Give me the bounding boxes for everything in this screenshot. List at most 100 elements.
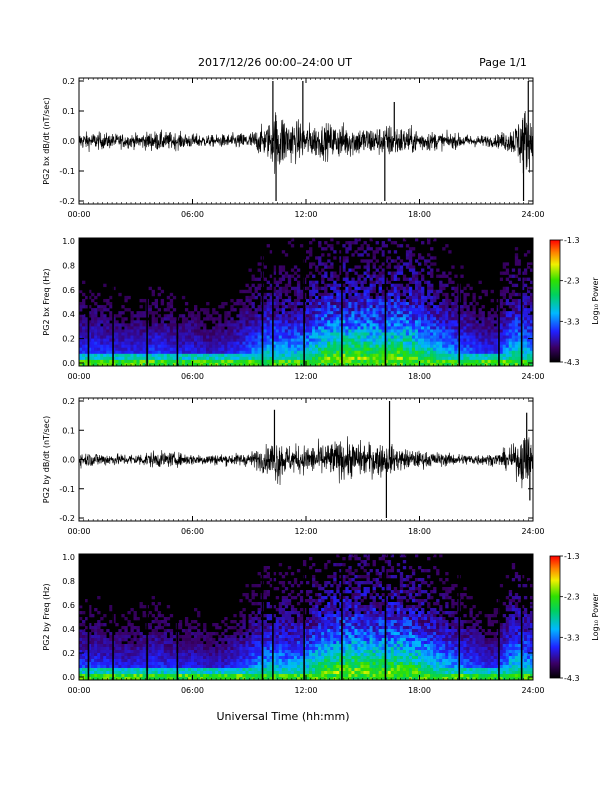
spectrogram-cell [502, 338, 507, 342]
spectrogram-cell [381, 347, 385, 352]
spectrogram-cell [263, 317, 267, 321]
spectrogram-cell [375, 274, 379, 278]
spectrogram-cell [203, 317, 207, 321]
spectrogram-cell [266, 341, 270, 345]
spectrogram-cell [79, 635, 83, 639]
spectrogram-cell [378, 283, 382, 288]
spectrogram-cell [284, 292, 289, 297]
spectrogram-cell [436, 353, 440, 358]
spectrogram-cell [239, 289, 243, 294]
spectrogram-cell [333, 289, 337, 294]
spectrogram-cell [215, 356, 219, 361]
spectrogram-cell [378, 359, 382, 364]
colorbar-tick-label: -2.3 [564, 277, 580, 286]
spectrogram-cell [390, 308, 395, 312]
spectrogram-cell [127, 620, 131, 624]
spectrogram-cell [172, 332, 177, 336]
spectrogram-cell [408, 308, 413, 312]
spectrogram-cell [97, 326, 101, 330]
spectrogram-cell [430, 286, 434, 291]
spectrogram-cell [408, 350, 413, 355]
spectrogram-cell [357, 280, 361, 285]
spectrogram-cell [390, 347, 395, 352]
spectrogram-cell [417, 344, 422, 349]
spectrogram-cell [381, 241, 385, 245]
spectrogram-cell [499, 289, 504, 294]
spectrogram-cell [339, 256, 343, 260]
spectrogram-cell [427, 289, 431, 294]
spectrogram-cell [172, 677, 177, 681]
spectrogram-cell [348, 289, 352, 294]
spectrogram-cell [100, 308, 104, 312]
spectrogram-cell [478, 362, 482, 367]
spectrogram-cell [402, 262, 407, 266]
spectrogram-cell [499, 317, 504, 321]
spectrogram-cell [417, 353, 422, 358]
spectrogram-cell [387, 308, 392, 312]
spectrogram-cell [324, 359, 328, 364]
spectrogram-cell [109, 356, 113, 361]
spectrogram-cell [523, 359, 528, 364]
spectrogram-cell [405, 253, 410, 257]
spectrogram-cell [121, 647, 125, 651]
spectrogram-cell [460, 356, 464, 361]
spectrogram-cell [112, 356, 116, 361]
spectrogram-cell [523, 326, 528, 330]
spectrogram-cell [263, 308, 267, 312]
spectrogram-cell [345, 250, 349, 254]
spectrogram-cell [142, 326, 146, 330]
spectrogram-cell [187, 353, 192, 358]
spectrogram-cell [517, 329, 522, 333]
spectrogram-cell [348, 338, 352, 342]
spectrogram-cell [133, 662, 137, 666]
spectrogram-cell [442, 247, 446, 251]
spectrogram-cell [200, 347, 204, 352]
spectrogram-cell [218, 332, 222, 336]
spectrogram-cell [339, 250, 343, 254]
spectrogram-cell [109, 635, 113, 639]
spectrogram-cell [100, 317, 104, 321]
spectrogram-cell [442, 314, 446, 318]
spectrogram-cell [424, 308, 428, 312]
spectrogram-cell [393, 311, 398, 315]
spectrogram-cell [136, 356, 140, 361]
spectrogram-cell [91, 626, 95, 630]
spectrogram-cell [106, 298, 110, 303]
spectrogram-cell [154, 665, 158, 669]
spectrogram-cell [402, 317, 407, 321]
spectrogram-cell [384, 323, 389, 327]
spectrogram-cell [336, 344, 340, 349]
spectrogram-cell [327, 302, 331, 306]
spectrogram-cell [178, 344, 183, 349]
spectrogram-cell [366, 247, 370, 251]
y-tick-label: -0.2 [59, 197, 75, 206]
spectrogram-cell [109, 362, 113, 367]
spectrogram-cell [393, 356, 398, 361]
spectrogram-cell [336, 308, 340, 312]
spectrogram-cell [351, 344, 355, 349]
spectrogram-cell [272, 311, 277, 315]
spectrogram-cell [387, 344, 392, 349]
spectrogram-cell [360, 259, 364, 263]
spectrogram-cell [402, 341, 407, 345]
spectrogram-cell [475, 350, 479, 355]
spectrogram-cell [151, 329, 155, 333]
spectrogram-cell [427, 341, 431, 345]
spectrogram-cell [348, 311, 352, 315]
spectrogram-cell [484, 350, 488, 355]
spectrogram-cell [106, 656, 110, 660]
spectrogram-cell [248, 323, 252, 327]
spectrogram-cell [460, 323, 464, 327]
spectrogram-cell [315, 362, 319, 367]
spectrogram-cell [242, 344, 246, 349]
spectrogram-cell [88, 650, 92, 654]
spectrogram-cell [463, 305, 467, 309]
spectrogram-cell [263, 356, 267, 361]
spectrogram-cell [133, 656, 137, 660]
spectrogram-cell [103, 338, 107, 342]
spectrogram-cell [357, 332, 361, 336]
spectrogram-cell [463, 335, 467, 339]
spectrogram-cell [296, 347, 301, 352]
spectrogram-cell [333, 283, 337, 288]
